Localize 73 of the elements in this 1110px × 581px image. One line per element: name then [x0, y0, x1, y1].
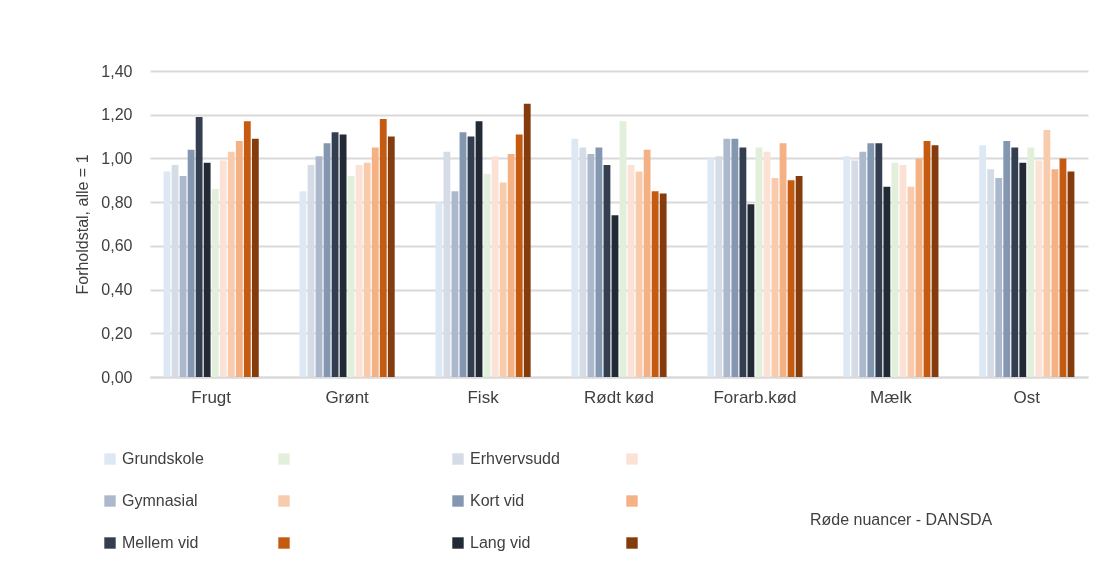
bar — [339, 134, 347, 377]
bar — [843, 156, 851, 377]
bar — [219, 160, 227, 377]
y-tick-label: 0,80 — [101, 193, 133, 211]
x-tick-label: Fisk — [467, 387, 500, 407]
bar — [363, 162, 371, 377]
bar — [1003, 140, 1011, 377]
bar — [643, 149, 651, 377]
legend-label: Kort vid — [470, 492, 525, 509]
bar — [491, 156, 499, 377]
legend-label: Lang vid — [470, 534, 531, 551]
bar — [1035, 160, 1043, 377]
bar — [1019, 162, 1027, 377]
bar — [883, 186, 891, 377]
bar — [235, 140, 243, 377]
legend-label: Erhvervsudd — [470, 450, 560, 467]
legend-label: Gymnasial — [122, 492, 198, 509]
y-tick-label: 0,20 — [101, 324, 133, 342]
x-tick-label: Frugt — [191, 387, 232, 407]
legend-label: Mellem vid — [122, 534, 199, 551]
y-tick-label: 1,00 — [101, 149, 133, 167]
bar — [739, 147, 747, 377]
bar — [571, 138, 579, 377]
y-tick-label: 1,20 — [101, 106, 133, 124]
text: Røde nuancer - DANSDA — [810, 510, 993, 530]
bar — [659, 193, 667, 377]
bar — [995, 178, 1003, 377]
bar — [507, 154, 515, 377]
x-tick-label: Ost — [1013, 387, 1041, 407]
bar — [371, 147, 379, 377]
bar — [243, 121, 251, 377]
bar — [1043, 130, 1051, 377]
bar — [723, 138, 731, 377]
bar — [1011, 147, 1019, 377]
bar — [355, 164, 363, 377]
bar — [499, 182, 507, 377]
x-tick-label: Grønt — [325, 387, 370, 407]
y-tick-label: 0,00 — [101, 368, 133, 386]
bar — [891, 162, 899, 377]
bar — [875, 143, 883, 377]
bar — [979, 145, 987, 377]
bar — [987, 169, 995, 377]
y-axis-title: Forholdstal, alle = 1 — [74, 154, 92, 295]
bar — [379, 119, 387, 377]
bar — [227, 151, 235, 377]
x-tick-label: Rødt kød — [584, 387, 654, 407]
bar — [851, 160, 859, 377]
bar — [867, 143, 875, 377]
bar — [435, 202, 443, 377]
bar — [203, 162, 211, 377]
bar — [251, 138, 259, 377]
bar — [523, 103, 531, 377]
y-tick-label: 0,40 — [101, 281, 133, 299]
bar — [707, 158, 715, 377]
bar — [795, 175, 803, 377]
y-tick-label: 1,40 — [101, 62, 133, 80]
bar — [587, 154, 595, 377]
x-tick-label: Mælk — [870, 387, 913, 407]
bar — [187, 149, 195, 377]
bar — [387, 136, 395, 377]
bar — [347, 175, 355, 377]
y-tick-label: 0,60 — [101, 237, 133, 255]
bar — [1027, 147, 1035, 377]
bar — [651, 191, 659, 377]
x-tick-label: Forarb.kød — [713, 387, 797, 407]
bar — [515, 134, 523, 377]
bar — [579, 147, 587, 377]
bar — [731, 138, 739, 377]
bar — [211, 189, 219, 377]
legend-label: Grundskole — [122, 450, 204, 467]
bar — [195, 116, 203, 377]
bar — [859, 151, 867, 377]
bar — [715, 156, 723, 377]
